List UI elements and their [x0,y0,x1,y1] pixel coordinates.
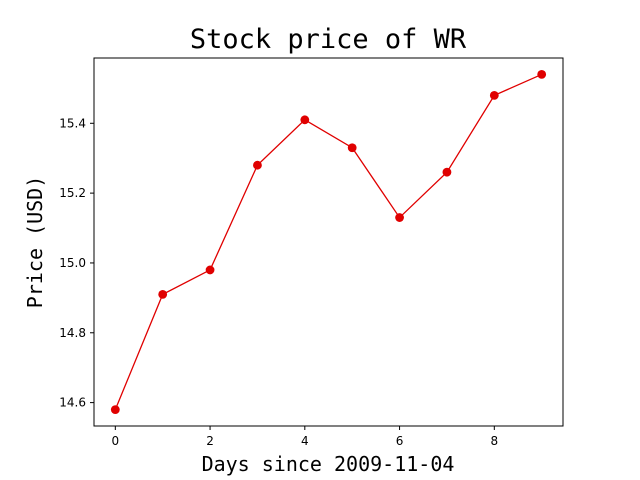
y-tick-label: 14.6 [59,396,86,410]
data-point [300,115,310,125]
data-point [537,70,547,79]
data-point [442,167,452,177]
x-tick-label: 8 [490,434,498,448]
x-axis-ticks: 0 2 4 6 8 [111,426,498,448]
series-layer [110,70,547,414]
data-point [205,265,215,275]
chart-title: Stock price of WR [190,24,467,55]
y-tick-label: 15.0 [59,256,86,270]
y-tick-label: 14.8 [59,326,86,340]
x-axis-label: Days since 2009-11-04 [202,452,455,476]
x-tick-label: 4 [301,434,309,448]
data-point [395,213,404,222]
x-tick-label: 2 [206,434,214,448]
y-axis-ticks: 14.6 14.8 15.0 15.2 15.4 [59,116,94,410]
series-line [114,73,542,410]
data-point [110,405,120,414]
data-point [253,160,262,170]
data-point [347,143,357,153]
x-tick-label: 6 [396,434,404,448]
plot-area-frame [93,57,564,427]
y-tick-label: 15.2 [59,186,86,200]
data-point [489,90,499,100]
x-tick-label: 0 [111,434,119,448]
data-point [158,289,168,299]
y-tick-label: 15.4 [59,116,86,130]
y-axis-label: Price (USD) [23,176,47,308]
